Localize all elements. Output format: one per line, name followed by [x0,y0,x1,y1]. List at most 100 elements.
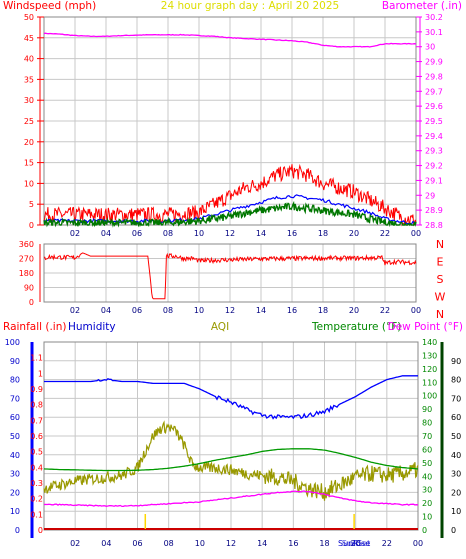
direction-panel-x-tick: 02 [70,306,80,315]
climate-panel-x-tick: 06 [132,539,142,548]
direction-label: S [437,273,444,286]
humidity-tick: 20 [10,488,20,497]
windspeed-tick: 10 [24,179,34,188]
wind-panel-x-tick: 20 [349,229,359,238]
barometer-tick: 29.7 [425,87,443,96]
rainfall-tick: 0.6 [30,432,43,441]
sunrise-label: SunRise [338,539,370,548]
barometer-tick: 28.8 [425,221,443,230]
rainfall-tick: 0.4 [30,463,43,472]
chart-title: 24 hour graph day : April 20 2025 [161,0,339,12]
barometer-tick: 29.6 [425,102,443,111]
barometer-tick: 28.9 [425,206,443,215]
climate-panel-x-tick: 12 [226,539,236,548]
rainfall-tick: 0.2 [30,495,43,504]
climate-panel-x-tick: 22 [382,539,392,548]
wind-panel-x-tick: 18 [318,229,328,238]
rainfall-tick: 0.9 [30,385,43,394]
wind-panel-x-tick: 16 [287,229,297,238]
windspeed-tick: 45 [24,34,34,43]
humidity-tick: 60 [10,413,20,422]
climate-panel-x-tick: 14 [257,539,267,548]
humidity-line [44,375,418,420]
aqi-axis-title: AQI [211,321,229,333]
humidity-tick: 80 [10,376,20,385]
direction-panel-x-tick: 08 [163,306,173,315]
rainfall-tick: 0.5 [30,448,43,457]
sunset-label: SunSet [342,539,370,548]
wind-speed-line [43,200,417,228]
rainfall-tick: 1.1 [30,354,43,363]
rainfall-tick: 0.7 [30,416,43,425]
barometer-tick: 29.5 [425,117,443,126]
wind-panel-x-tick: 06 [132,229,142,238]
barometer-tick: 29.8 [425,72,443,81]
direction-label: E [437,256,444,269]
dewpoint-tick: 10 [451,507,461,516]
humidity-tick: 40 [10,451,20,460]
temperature-tick: 110 [422,378,437,387]
barometer-tick: 30 [425,43,435,52]
dewpoint-tick: 50 [451,432,461,441]
direction-tick: 0 [29,298,34,307]
wind-panel-x-tick: 22 [380,229,390,238]
windspeed-tick: 35 [24,75,34,84]
direction-panel-x-tick: 22 [380,306,390,315]
humidity-axis-title: Humidity [68,321,116,333]
barometer-tick: 29.3 [425,147,443,156]
temperature-tick: 60 [422,445,432,454]
wind-direction-line [43,252,417,300]
direction-tick: 360 [19,240,34,249]
temperature-tick: 80 [422,419,432,428]
temperature-tick: 70 [422,432,432,441]
direction-label: N [436,308,444,321]
dewpoint-tick: 90 [451,357,461,366]
humidity-tick: 10 [10,507,20,516]
climate-panel-x-tick: 00 [413,539,423,548]
dewpoint-axis-title: Dew Point (°F) [388,321,463,333]
humidity-tick: 100 [5,338,20,347]
windspeed-tick: 15 [24,159,34,168]
dewpoint-tick: 0 [451,526,456,535]
rainfall-tick: 1 [38,369,43,378]
temperature-tick: 10 [422,513,432,522]
direction-panel-x-tick: 10 [194,306,204,315]
windspeed-tick: 25 [24,117,34,126]
humidity-tick: 0 [15,526,20,535]
humidity-tick: 30 [10,470,20,479]
climate-panel-x-tick: 16 [288,539,298,548]
temperature-tick: 50 [422,459,432,468]
dewpoint-tick: 70 [451,394,461,403]
temperature-tick: 90 [422,405,432,414]
barometer-tick: 29.4 [425,132,443,141]
wind-panel-x-tick: 12 [225,229,235,238]
temperature-tick: 100 [422,392,437,401]
climate-panel-x-tick: 02 [70,539,80,548]
direction-label: N [436,238,444,251]
barometer-tick: 30.1 [425,28,443,37]
windspeed-axis-title: Windspeed (mph) [3,0,96,12]
wind-panel-x-tick: 14 [256,229,266,238]
aqi-line [43,420,419,501]
direction-tick: 270 [19,255,34,264]
temperature-tick: 30 [422,486,432,495]
barometer-tick: 29.2 [425,162,443,171]
rainfall-tick: 0.1 [30,510,43,519]
dewpoint-tick: 80 [451,376,461,385]
direction-panel-x-tick: 20 [349,306,359,315]
temperature-tick: 20 [422,499,432,508]
dewpoint-tick: 30 [451,470,461,479]
direction-tick: 180 [19,269,34,278]
temperature-line [43,448,419,472]
barometer-axis-title: Barometer (.in) [382,0,462,12]
wind-panel-x-tick: 08 [163,229,173,238]
temperature-tick: 120 [422,365,437,374]
windspeed-tick: 0 [29,221,34,230]
direction-panel-x-tick: 16 [287,306,297,315]
humidity-tick: 90 [10,357,20,366]
climate-panel-x-tick: 20 [351,539,361,548]
climate-panel-x-tick: 10 [195,539,205,548]
wind-panel-x-tick: 00 [411,229,421,238]
